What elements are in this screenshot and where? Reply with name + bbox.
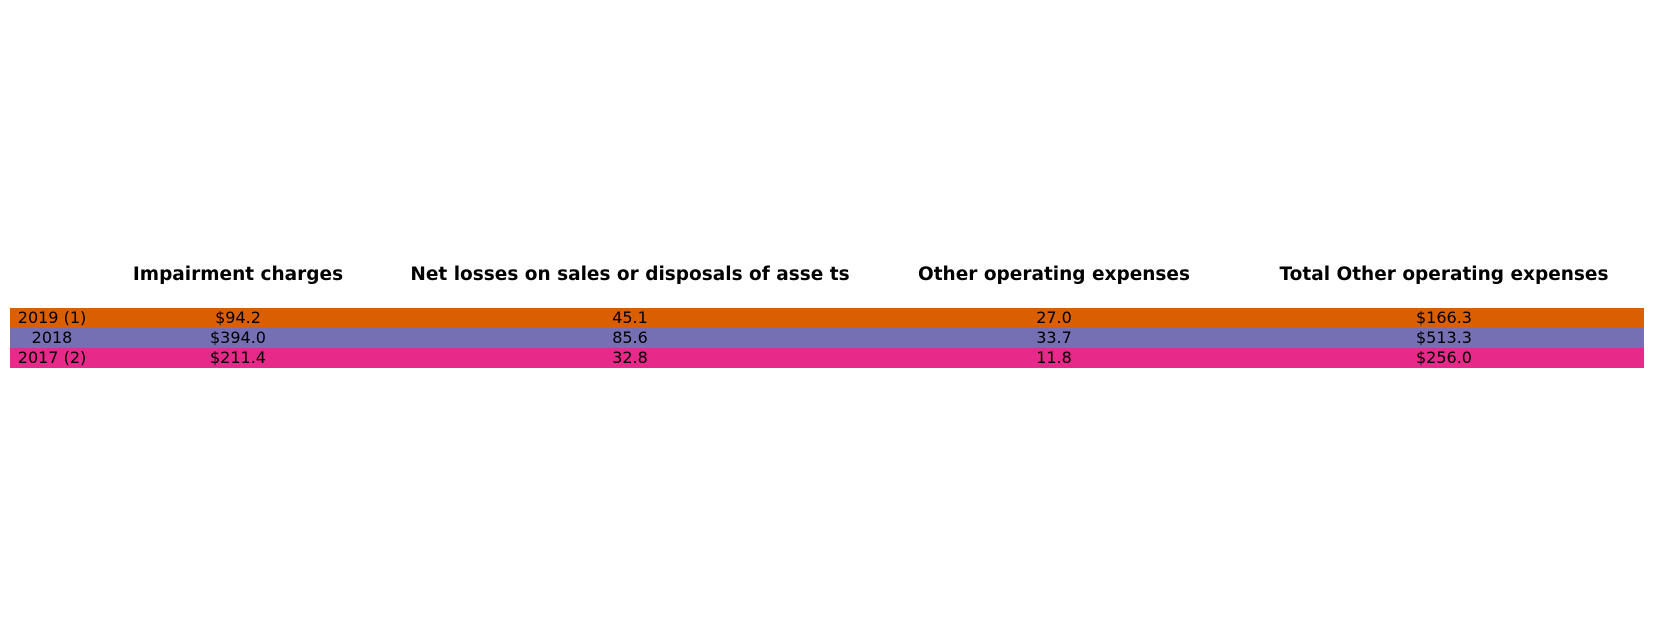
column-header: Total Other operating expenses <box>1279 264 1609 285</box>
table-cell: 33.7 <box>1036 328 1072 347</box>
table-cell: $256.0 <box>1416 348 1472 367</box>
column-header: Impairment charges <box>132 264 344 285</box>
table-cell: $394.0 <box>210 328 266 347</box>
table-cell: 32.8 <box>612 348 648 367</box>
table-cell: 85.6 <box>612 328 648 347</box>
table-row: 2018 $394.0 85.6 33.7 $513.3 <box>10 328 1644 348</box>
data-table: Impairment charges Net losses on sales o… <box>10 262 1644 368</box>
column-header: Net losses on sales or disposals of asse… <box>410 264 850 285</box>
table-cell: $94.2 <box>215 308 261 327</box>
row-label: 2017 (2) <box>17 348 87 367</box>
table-cell: 45.1 <box>612 308 648 327</box>
table-row: 2019 (1) $94.2 45.1 27.0 $166.3 <box>10 308 1644 328</box>
table-cell: $211.4 <box>210 348 266 367</box>
table-cell: $513.3 <box>1416 328 1472 347</box>
table-cell: $166.3 <box>1416 308 1472 327</box>
table-row: 2017 (2) $211.4 32.8 11.8 $256.0 <box>10 348 1644 368</box>
table-cell: 27.0 <box>1036 308 1072 327</box>
row-label: 2019 (1) <box>17 308 87 327</box>
row-label: 2018 <box>31 328 73 347</box>
table-cell: 11.8 <box>1036 348 1072 367</box>
column-header: Other operating expenses <box>917 264 1190 285</box>
table-header-row: Impairment charges Net losses on sales o… <box>10 262 1644 308</box>
